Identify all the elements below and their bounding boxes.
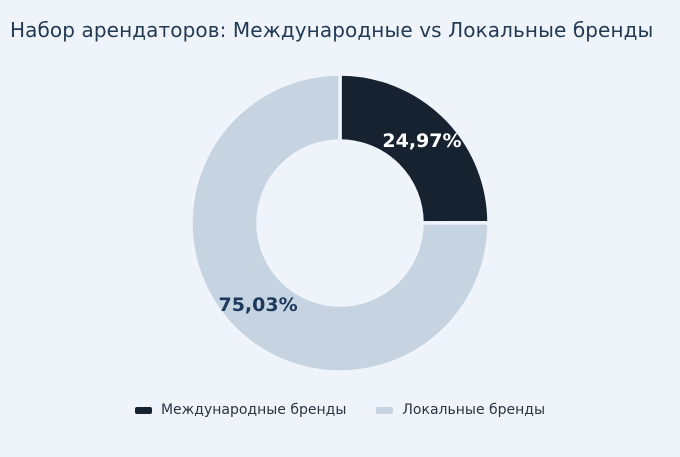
slice-value-label-1: 75,03% bbox=[218, 294, 297, 316]
slice-value-label-0: 24,97% bbox=[382, 130, 461, 152]
legend-label-local: Локальные бренды bbox=[402, 402, 546, 418]
legend-item-local: Локальные бренды bbox=[376, 402, 545, 418]
legend-item-international: Международные бренды bbox=[134, 402, 347, 418]
legend-label-international: Международные бренды bbox=[160, 402, 347, 418]
donut-slice-1 bbox=[189, 72, 491, 374]
chart-title: Набор арендаторов: Международные vs Лока… bbox=[10, 18, 654, 42]
chart-legend: Международные бренды Локальные бренды bbox=[0, 402, 680, 418]
legend-swatch-international bbox=[134, 406, 152, 414]
donut-slice-0 bbox=[338, 72, 491, 225]
legend-swatch-local bbox=[376, 406, 394, 414]
